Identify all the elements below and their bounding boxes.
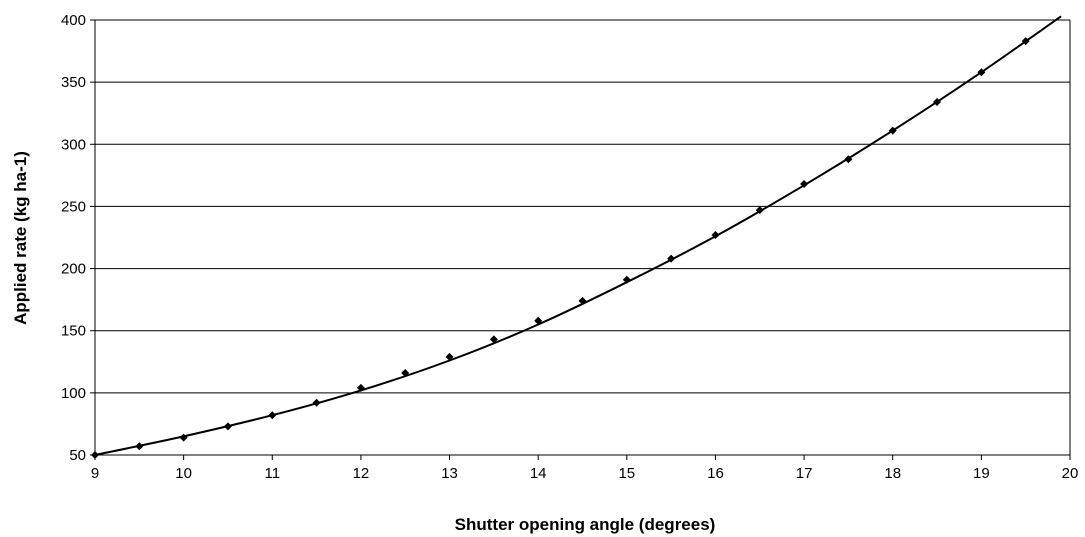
y-tick-label: 100 xyxy=(61,385,86,402)
gridlines xyxy=(95,19,1070,394)
data-point xyxy=(800,180,809,189)
data-point xyxy=(888,126,897,135)
y-axis-title: Applied rate (kg ha-1) xyxy=(11,151,30,325)
x-tick-label: 15 xyxy=(618,465,635,482)
data-point xyxy=(755,206,764,215)
x-tick-label: 20 xyxy=(1062,465,1079,482)
data-point xyxy=(223,422,232,431)
x-tick-label: 17 xyxy=(796,465,813,482)
data-point xyxy=(445,352,454,361)
x-tick-label: 13 xyxy=(441,465,458,482)
data-point xyxy=(356,383,365,392)
axes xyxy=(90,19,1071,460)
data-point xyxy=(622,275,631,284)
trend-line xyxy=(94,15,1062,456)
data-point xyxy=(91,451,99,459)
data-point xyxy=(534,316,543,325)
x-tick-labels: 9 10 11 12 13 14 15 16 17 18 19 20 xyxy=(91,465,1079,482)
y-tick-label: 200 xyxy=(61,261,86,278)
x-tick-label: 14 xyxy=(530,465,547,482)
y-tick-label: 400 xyxy=(61,12,86,29)
y-tick-label: 150 xyxy=(61,323,86,340)
x-tick-label: 19 xyxy=(973,465,990,482)
data-point xyxy=(844,155,853,164)
x-axis-title: Shutter opening angle (degrees) xyxy=(455,515,716,534)
x-tick-label: 18 xyxy=(884,465,901,482)
y-tick-label: 350 xyxy=(61,74,86,91)
data-points xyxy=(91,37,1030,459)
x-tick-label: 10 xyxy=(175,465,192,482)
data-point xyxy=(1021,37,1030,46)
y-tick-label: 50 xyxy=(69,447,86,464)
data-point xyxy=(977,68,986,77)
x-tick-label: 11 xyxy=(264,465,280,482)
data-point xyxy=(578,296,587,305)
x-tick-label: 16 xyxy=(707,465,724,482)
y-tick-labels: 50 100 150 200 250 300 350 400 xyxy=(61,12,86,464)
data-point xyxy=(667,254,676,263)
y-tick-label: 250 xyxy=(61,198,86,215)
data-point xyxy=(489,335,498,344)
data-point xyxy=(401,368,410,377)
x-tick-label: 12 xyxy=(353,465,370,482)
data-point xyxy=(135,442,144,451)
data-point xyxy=(268,411,277,420)
x-tick-label: 9 xyxy=(91,465,99,482)
data-point xyxy=(933,98,942,107)
data-point xyxy=(312,398,321,407)
data-point xyxy=(711,231,720,240)
y-tick-label: 300 xyxy=(61,136,86,153)
data-point xyxy=(179,433,188,442)
